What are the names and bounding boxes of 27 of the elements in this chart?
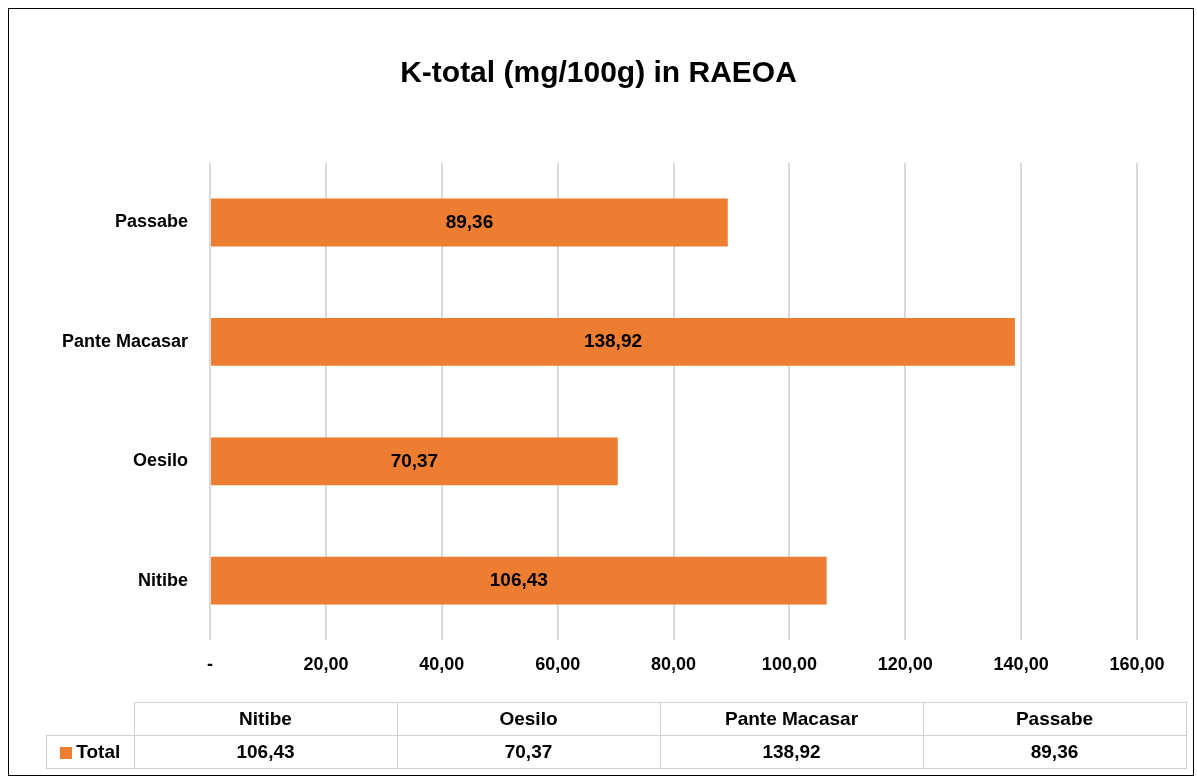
data-label: 70,37 (390, 449, 439, 471)
legend-label: Total (46, 735, 134, 769)
x-tick-label: 100,00 (761, 654, 817, 675)
text: 138,92 (762, 741, 821, 762)
x-tick-label: 20,00 (303, 654, 349, 675)
x-tick-label: 160,00 (1109, 654, 1165, 675)
text: 89,36 (1030, 741, 1079, 762)
text: 106,43 (236, 741, 295, 762)
x-tick-label: 40,00 (419, 654, 465, 675)
category-label: Nitibe (239, 708, 292, 729)
data-label: 138,92 (583, 330, 643, 352)
data-label: 106,43 (489, 568, 548, 590)
y-tick-label: Pante Macasar (61, 330, 189, 351)
category-label: Passabe (1015, 708, 1094, 729)
category-label: Oesilo (499, 708, 558, 729)
data-label: 89,36 (445, 210, 494, 232)
y-tick-label: Passabe (115, 211, 189, 232)
y-tick-label: Oesilo (133, 450, 189, 471)
x-tick-label: 80,00 (651, 654, 697, 675)
chart-title: K-total (mg/100g) in RAEOA (399, 55, 798, 89)
y-tick-label: Nitibe (138, 569, 189, 590)
text: 70,37 (504, 741, 553, 762)
x-tick-label: - (207, 654, 214, 675)
x-tick-label: 140,00 (993, 654, 1049, 675)
x-tick-label: 60,00 (535, 654, 581, 675)
x-tick-label: 120,00 (877, 654, 933, 675)
category-label: Pante Macasar (724, 708, 859, 729)
